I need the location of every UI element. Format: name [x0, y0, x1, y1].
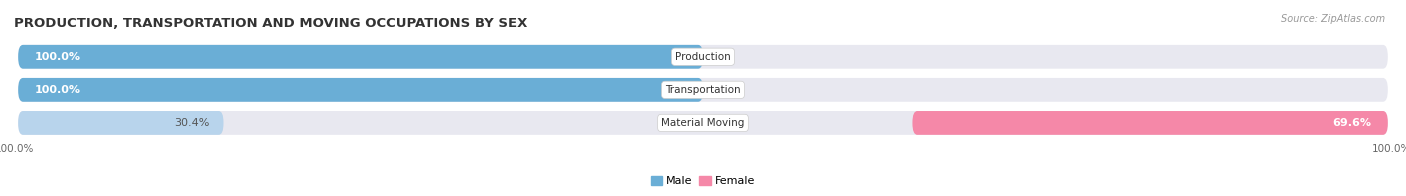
Text: 69.6%: 69.6%	[1333, 118, 1371, 128]
Text: Source: ZipAtlas.com: Source: ZipAtlas.com	[1281, 14, 1385, 24]
Text: PRODUCTION, TRANSPORTATION AND MOVING OCCUPATIONS BY SEX: PRODUCTION, TRANSPORTATION AND MOVING OC…	[14, 17, 527, 30]
FancyBboxPatch shape	[18, 78, 703, 102]
FancyBboxPatch shape	[18, 111, 1388, 135]
Text: Material Moving: Material Moving	[661, 118, 745, 128]
FancyBboxPatch shape	[18, 45, 703, 69]
Legend: Male, Female: Male, Female	[647, 171, 759, 191]
Text: 30.4%: 30.4%	[174, 118, 209, 128]
Text: Transportation: Transportation	[665, 85, 741, 95]
FancyBboxPatch shape	[912, 111, 1388, 135]
Text: 100.0%: 100.0%	[35, 52, 80, 62]
FancyBboxPatch shape	[18, 45, 1388, 69]
Text: Production: Production	[675, 52, 731, 62]
Text: 100.0%: 100.0%	[35, 85, 80, 95]
FancyBboxPatch shape	[18, 78, 1388, 102]
FancyBboxPatch shape	[18, 111, 224, 135]
